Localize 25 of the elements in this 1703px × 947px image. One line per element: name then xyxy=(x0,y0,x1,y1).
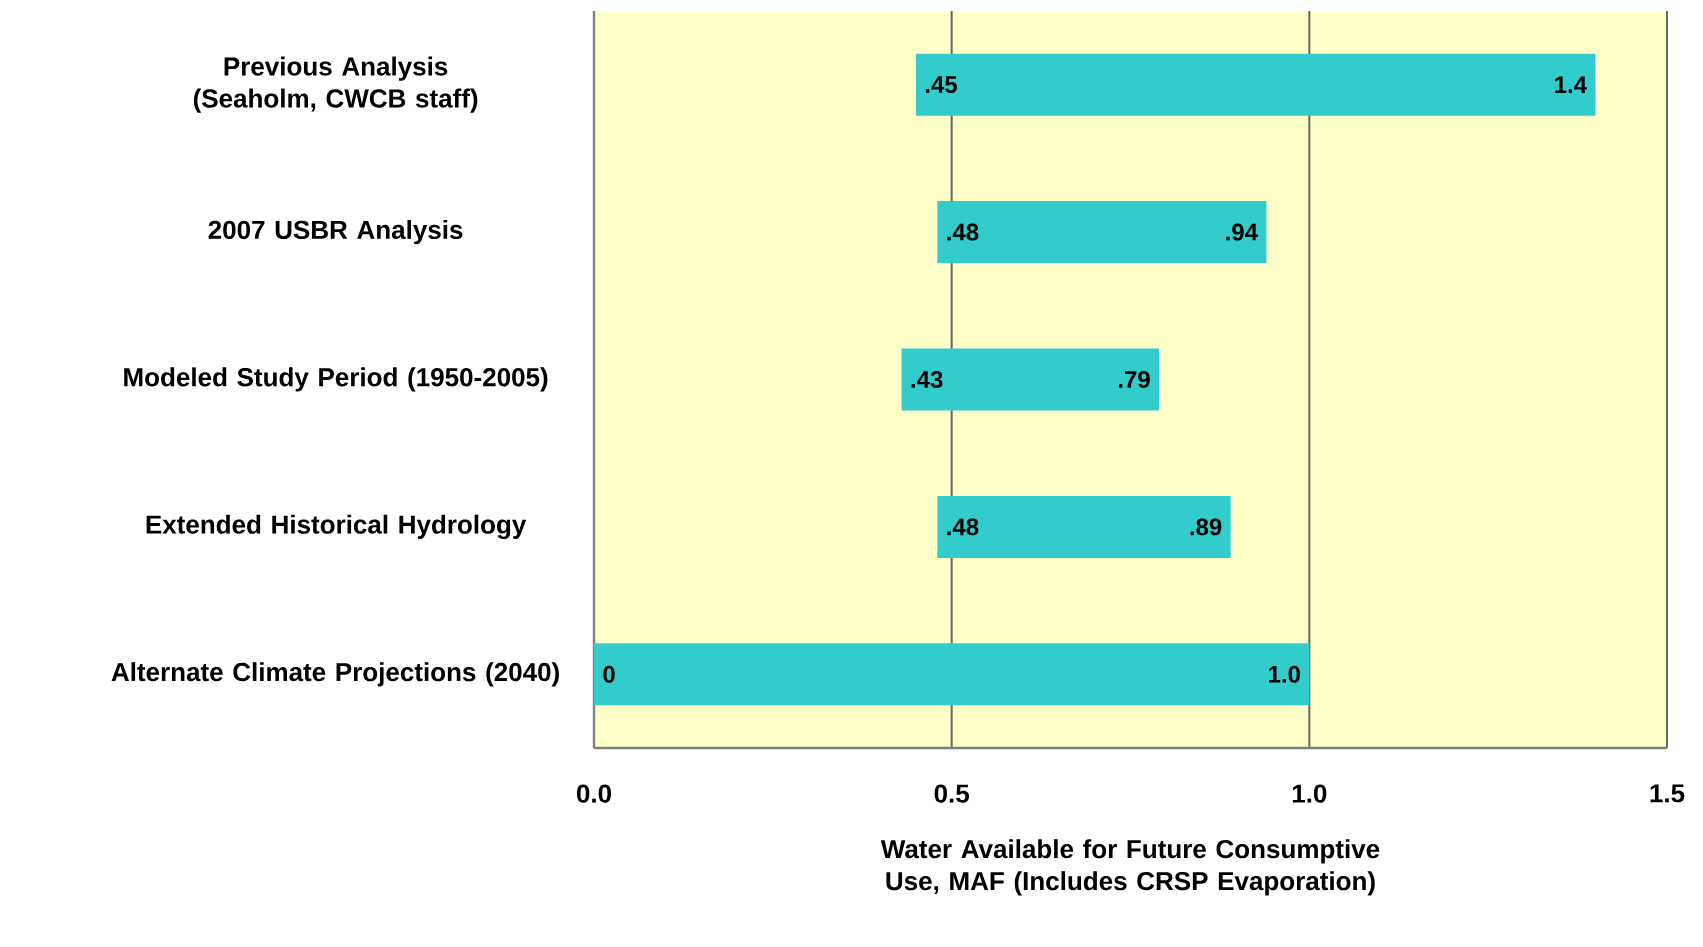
y-tick-label: Previous Analysis (Seaholm, CWCB staff) xyxy=(193,56,478,113)
x-axis-title: Water Available for Future Consumptive Use, MAF (Includes CRSP Evaporation) xyxy=(880,839,1380,896)
data-label: .94 xyxy=(1226,223,1258,241)
x-tick-label: 1.5 xyxy=(1650,784,1685,803)
bar xyxy=(594,643,1310,706)
y-tick-label: Extended Historical Hydrology xyxy=(146,514,527,540)
data-label: 1.0 xyxy=(1269,665,1300,683)
x-tick-label: 1.0 xyxy=(1292,784,1327,803)
annotation: 0 xyxy=(603,665,615,683)
x-tick-label: 0.0 xyxy=(576,784,612,803)
bar xyxy=(937,495,1231,558)
bar xyxy=(937,201,1267,264)
annotation: .43 xyxy=(911,370,943,389)
x-tick-label: 0.5 xyxy=(934,784,970,803)
y-tick-label: 2007 USBR Analysis xyxy=(208,219,463,245)
data-label: .89 xyxy=(1190,518,1222,536)
y-tick-label: Alternate Climate Projections (2040) xyxy=(111,662,559,687)
bar xyxy=(901,348,1160,411)
annotation: .45 xyxy=(925,76,957,94)
annotation: .48 xyxy=(947,518,979,536)
bar xyxy=(915,53,1596,116)
data-label: .79 xyxy=(1118,371,1150,388)
y-tick-label: Modeled Study Period (1950-2005) xyxy=(124,367,548,392)
annotation: .48 xyxy=(947,223,979,241)
data-label: 1.4 xyxy=(1555,76,1587,93)
